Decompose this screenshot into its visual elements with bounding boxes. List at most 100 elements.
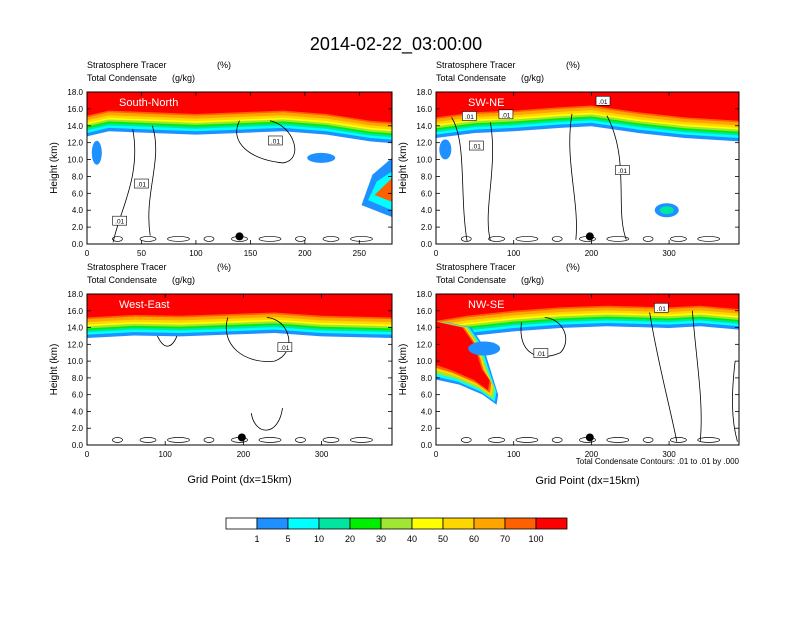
plot-frame <box>435 293 740 446</box>
condensate-contour-0 <box>451 117 468 242</box>
surface-contour <box>460 437 472 443</box>
panels: Stratosphere Tracer (%) Total Condensate (g… <box>49 60 740 487</box>
x-tick-label: 200 <box>237 450 251 459</box>
colorbar-swatch <box>287 517 320 530</box>
colorbar-swatch <box>411 517 444 530</box>
panel-header-units1: (%) <box>217 262 231 272</box>
colorbar-label: 5 <box>285 534 290 544</box>
y-tick-label: 0.0 <box>421 441 433 450</box>
plot-frame <box>86 91 393 245</box>
y-axis-label: Height (km) <box>49 142 60 194</box>
contour-label-box <box>595 95 611 106</box>
y-tick-label: 16.0 <box>67 307 83 316</box>
panel-3: Stratosphere Tracer (%) Total Condensate (g… <box>398 262 740 487</box>
x-tick-label: 300 <box>662 450 676 459</box>
x-tick-label: 0 <box>434 249 439 258</box>
colorbar-swatch <box>349 517 382 530</box>
y-tick-label: 12.0 <box>67 139 83 148</box>
surface-contour <box>460 236 472 242</box>
y-tick-label: 14.0 <box>416 324 432 333</box>
panel-header-units2: (g/kg) <box>172 275 195 285</box>
plot-area <box>87 294 392 445</box>
plot-frame <box>86 293 393 446</box>
location-marker <box>585 433 594 442</box>
contour-label-box <box>134 178 149 189</box>
x-tick-label: 50 <box>137 249 146 258</box>
panel-2: Stratosphere Tracer (%) Total Condensate (g… <box>49 262 393 486</box>
y-tick-label: 4.0 <box>72 407 84 416</box>
y-tick-label: 16.0 <box>416 105 432 114</box>
panel-header-field1: Stratosphere Tracer <box>87 262 167 272</box>
y-tick-label: 6.0 <box>421 391 433 400</box>
x-tick-label: 0 <box>85 450 90 459</box>
tracer-fold-halo <box>468 341 501 356</box>
y-tick-label: 16.0 <box>416 307 432 316</box>
surface-contour <box>139 236 157 242</box>
y-tick-label: 14.0 <box>67 324 83 333</box>
location-marker <box>235 232 244 241</box>
surface-contour <box>606 437 630 443</box>
y-tick-label: 12.0 <box>416 139 432 148</box>
surface-contour <box>322 236 340 242</box>
y-tick-label: 10.0 <box>67 156 83 165</box>
contour-label: .01 <box>271 138 280 145</box>
y-tick-label: 4.0 <box>421 407 433 416</box>
condensate-contour-1 <box>250 408 283 431</box>
x-tick-label: 100 <box>507 450 521 459</box>
x-tick-label: 200 <box>585 450 599 459</box>
y-tick-label: 16.0 <box>67 105 83 114</box>
surface-contour <box>642 437 654 443</box>
panel-header-units1: (%) <box>566 262 580 272</box>
x-tick-label: 100 <box>159 450 173 459</box>
x-tick-label: 300 <box>662 249 676 258</box>
panel-header-field1: Stratosphere Tracer <box>87 60 167 70</box>
contour-label: .01 <box>465 114 474 121</box>
x-tick-label: 300 <box>315 450 329 459</box>
tracer-core <box>87 92 392 123</box>
surface-contour <box>112 236 123 242</box>
surface-contour <box>139 437 157 443</box>
condensate-contour-2 <box>569 113 577 240</box>
surface-contour <box>488 437 505 443</box>
contour-label-box <box>268 135 283 146</box>
surface-contour <box>295 437 306 443</box>
x-tick-label: 200 <box>585 249 599 258</box>
y-tick-label: 14.0 <box>416 122 432 131</box>
panel-header-field1: Stratosphere Tracer <box>436 60 516 70</box>
colorbar-label: 30 <box>376 534 386 544</box>
location-marker <box>237 433 246 442</box>
plot-area <box>436 294 739 445</box>
colorbar-label: 20 <box>345 534 355 544</box>
y-tick-label: 2.0 <box>421 223 433 232</box>
y-tick-label: 2.0 <box>72 223 84 232</box>
y-tick-label: 2.0 <box>72 424 84 433</box>
colorbar-swatch <box>318 517 351 530</box>
x-axis-label: Grid Point (dx=15km) <box>535 475 639 487</box>
y-tick-label: 12.0 <box>416 340 432 349</box>
y-tick-label: 6.0 <box>72 189 84 198</box>
surface-contour <box>112 437 123 443</box>
surface-contour <box>697 236 721 242</box>
y-tick-label: 10.0 <box>416 156 432 165</box>
tracer-intrusion-core <box>374 178 392 202</box>
panel-header-field2: Total Condensate <box>87 73 157 83</box>
surface-contour <box>167 437 190 443</box>
tracer-fold-5 <box>436 320 490 391</box>
colorbar-swatch <box>473 517 506 530</box>
contour-label: .01 <box>501 112 510 119</box>
panel-header-units1: (%) <box>566 60 580 70</box>
panel-0: Stratosphere Tracer (%) Total Condensate (g… <box>49 60 393 258</box>
surface-contour <box>670 236 687 242</box>
x-axis-label: Grid Point (dx=15km) <box>187 474 291 486</box>
colorbar-label: 10 <box>314 534 324 544</box>
contour-label-box <box>654 302 669 313</box>
surface-contour <box>488 236 505 242</box>
contour-label: .01 <box>137 182 146 189</box>
y-tick-label: 2.0 <box>421 424 433 433</box>
y-tick-label: 4.0 <box>421 206 433 215</box>
contour-footnote: Total Condensate Contours: .01 to .01 by… <box>576 457 740 466</box>
surface-contour <box>350 236 373 242</box>
surface-contour <box>697 437 721 443</box>
tracer-blob-core <box>659 206 674 215</box>
